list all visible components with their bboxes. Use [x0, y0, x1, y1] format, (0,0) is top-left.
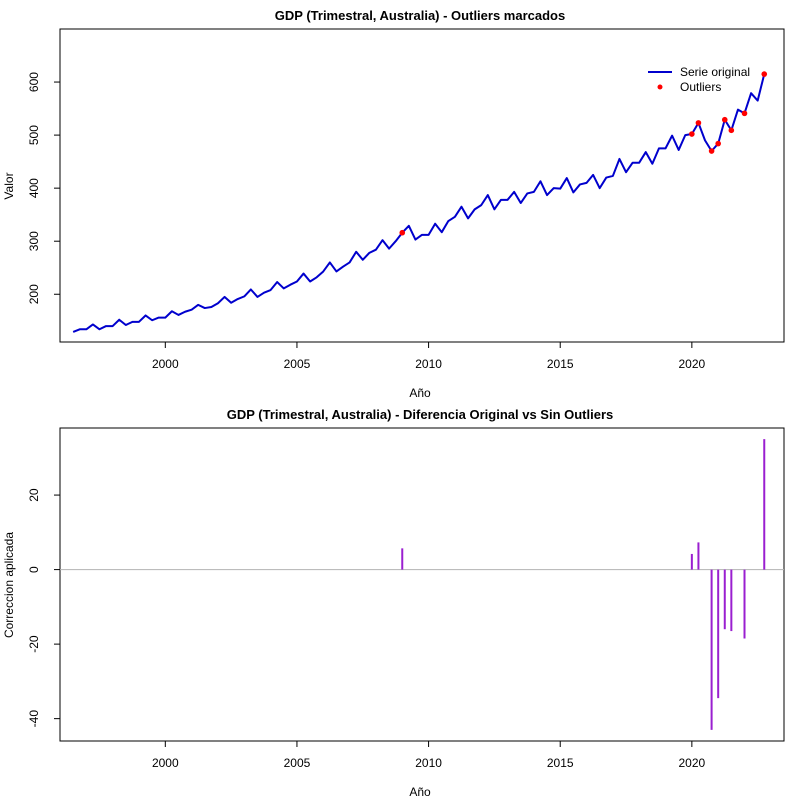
chart2-y-tick-label: 20	[27, 488, 41, 502]
chart2-x-tick-label: 2015	[547, 756, 574, 770]
outlier-point	[715, 140, 721, 147]
chart2-x-tick-label: 2005	[284, 756, 311, 770]
chart2-y-tick-label: -20	[27, 635, 41, 653]
chart2-y-axis-label: Correccion aplicada	[2, 532, 16, 638]
series-line-serie-original	[72, 73, 766, 333]
chart1-y-tick-label: 200	[27, 284, 41, 304]
chart2-x-tick-label: 2010	[415, 756, 442, 770]
chart2-y-tick-label: 0	[27, 566, 41, 573]
outlier-point	[695, 120, 702, 126]
chart1-x-tick-label: 2010	[415, 357, 442, 371]
chart1-title: GDP (Trimestral, Australia) - Outliers m…	[275, 8, 565, 23]
chart1-y-axis: 200 300 400 500 600	[27, 72, 61, 304]
chart2-x-tick-label: 2000	[152, 756, 179, 770]
chart2-x-tick-label: 2020	[679, 756, 706, 770]
outlier-point	[741, 110, 748, 117]
outlier-point	[728, 127, 735, 134]
chart2-title: GDP (Trimestral, Australia) - Diferencia…	[227, 407, 614, 422]
chart1-x-tick-label: 2000	[152, 357, 179, 371]
chart2-y-tick-label: -40	[27, 710, 41, 728]
chart1-y-tick-label: 600	[27, 72, 41, 92]
chart2-bars-layer	[401, 439, 766, 730]
outlier-point	[399, 229, 406, 236]
chart2-x-axis: 2000 2005 2010 2015 2020	[152, 740, 706, 770]
chart1-x-tick-label: 2015	[547, 357, 574, 371]
chart1-x-axis-label: Año	[409, 386, 431, 400]
outlier-point	[721, 116, 728, 123]
outlier-point	[761, 71, 768, 77]
chart2-plot-frame	[59, 427, 785, 742]
chart1-legend: Serie original Outliers	[648, 65, 750, 94]
chart1-y-tick-label: 500	[27, 125, 41, 145]
chart1-x-tick-label: 2005	[284, 357, 311, 371]
legend-label-outliers: Outliers	[680, 80, 721, 94]
chart1-x-axis: 2000 2005 2010 2015 2020	[152, 341, 706, 371]
legend-label-serie-original: Serie original	[680, 65, 750, 79]
chart1-y-tick-label: 400	[27, 178, 41, 198]
chart2-y-axis: -40 -20 0 20	[27, 488, 61, 728]
outlier-point	[689, 131, 695, 137]
chart1-plot-frame	[59, 28, 785, 343]
chart2-x-axis-label: Año	[409, 785, 431, 799]
correction-chart-panel: GDP (Trimestral, Australia) - Diferencia…	[2, 407, 785, 799]
chart1-outlier-layer	[399, 71, 768, 236]
outliers-chart-panel: GDP (Trimestral, Australia) - Outliers m…	[2, 8, 785, 400]
chart1-y-axis-label: Valor	[2, 172, 16, 199]
chart1-x-tick-label: 2020	[679, 357, 706, 371]
chart1-series-layer	[72, 73, 766, 333]
outlier-point	[708, 148, 715, 154]
chart1-y-tick-label: 300	[27, 231, 41, 251]
legend-point-swatch	[657, 84, 663, 90]
